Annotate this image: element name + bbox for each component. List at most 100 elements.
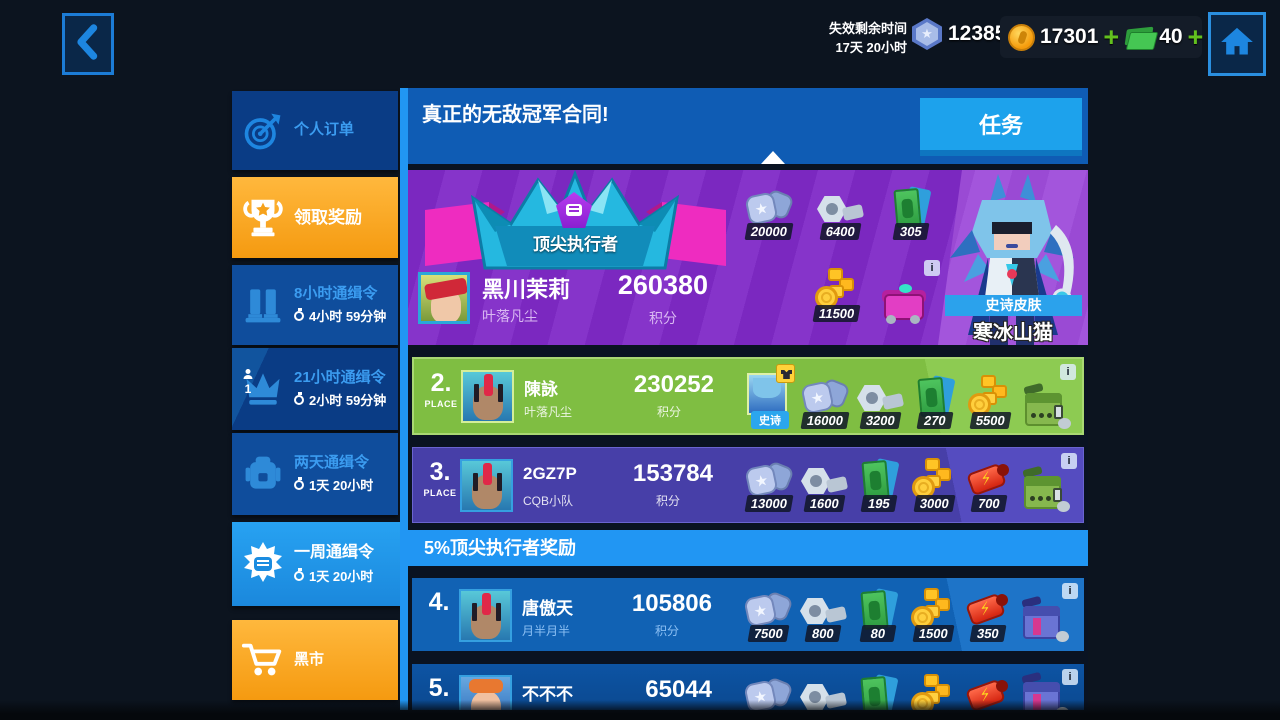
player-score: 65044 [645,676,712,703]
target-icon [232,107,294,155]
clock-icon [294,307,304,321]
sidebar-item-8h-contract[interactable]: 8小时通缉令 4小时 59分钟 [232,265,398,345]
reward-cash: 80 [852,586,904,642]
nut-icon [798,586,848,632]
gem-currency: ★ 12385 [912,18,1006,50]
avatar [418,272,470,324]
sidebar-timer: 1天 20小时 [309,478,374,494]
reward-amount: 16000 [800,412,850,429]
sidebar-item-personal-orders[interactable]: 个人订单 [232,91,398,170]
nut-icon [799,456,849,502]
reward-amount: 5500 [969,412,1011,429]
leaderboard-row-4: 4. 唐傲天 月半月半 105806 积分 7500 800 80 [412,578,1084,651]
player-score: 153784 [632,460,713,487]
reward-amount: 13000 [744,495,794,512]
battery-icon [963,672,1013,710]
reward-nut: 3200 [854,373,906,429]
avatar [460,459,513,512]
pointer-triangle [761,151,785,164]
back-button[interactable] [62,13,114,75]
reward-amount: 3200 [859,412,901,429]
battery-icon [964,456,1014,502]
reward-cash: 195 [853,456,905,512]
player-clan: CQB小队 [523,494,574,508]
reward-amount: 195 [860,495,898,512]
reward-crate [1019,382,1071,429]
reward-coin: 11500 [808,266,866,322]
sidebar-label: 两天通缉令 [294,453,370,471]
reward-amount: 305 [892,223,930,240]
sidebar-item-claim-rewards[interactable]: 领取奖励 [232,177,398,258]
reward-amount: 20000 [744,223,794,240]
queue-count: 1 [244,382,252,397]
player-name: 不不不 [522,685,573,704]
reward-battery [962,672,1014,710]
rank-number: 2. PLACE [424,369,458,409]
sidebar-item-black-market[interactable]: 黑市 [232,620,398,700]
cash-count: 40 [1159,25,1183,48]
reward-amount: 6400 [819,223,861,240]
home-button[interactable] [1208,12,1266,76]
reward-medal: 13000 [743,456,795,512]
info-icon[interactable]: i [1062,669,1078,685]
info-icon[interactable]: i [924,260,940,276]
reward-amount: 3000 [913,495,955,512]
panel-edge-strip [400,88,408,710]
reward-coin: 5500 [964,373,1016,429]
crown-icon [232,366,294,412]
rank-number: 4. [428,588,450,616]
player-name: 陳詠 [524,380,558,399]
reward-nut: 1600 [798,456,850,512]
player-name: 唐傲天 [522,599,573,618]
reward-amount: 700 [970,495,1008,512]
reward-amount: 800 [804,625,842,642]
clock-icon [294,476,304,490]
player-clan: 月半月半 [522,624,571,638]
score-label: 积分 [656,405,681,419]
player-score: 260380 [617,270,708,300]
score-label: 积分 [654,624,679,638]
tasks-button[interactable]: 任务 [920,98,1082,156]
reward-nut: 6400 [811,184,869,240]
coin-icon [965,373,1015,419]
add-coins-button[interactable]: + [1103,21,1120,52]
info-icon[interactable]: i [1061,453,1077,469]
chest-icon [880,276,930,324]
reward-cash: 305 [882,184,940,240]
sidebar-item-weekly-contract-selected[interactable]: 一周通缉令 1天 20小时 [232,522,404,606]
crate-icon [1020,382,1071,429]
crate-icon [1019,465,1070,512]
contract-panel: 真正的无敌冠军合同! 任务 [408,88,1088,710]
reward-medal: 16000 [799,373,851,429]
sidebar-timer: 4小时 59分钟 [309,309,387,325]
reward-medal: 7500 [742,586,794,642]
bottom-fade [0,700,1280,720]
info-icon[interactable]: i [1060,364,1076,380]
sidebar-item-2day-contract[interactable]: 两天通缉令 1天 20小时 [232,433,398,515]
trophy-icon [232,195,294,241]
info-icon[interactable]: i [1062,583,1078,599]
reward-skin: 史诗 [744,364,796,429]
reward-chest [876,276,934,324]
player-clan: 叶落凡尘 [524,405,573,419]
add-cash-button[interactable]: + [1187,21,1204,52]
sidebar-timer: 2小时 59分钟 [309,393,387,409]
coin-icon [1008,23,1035,51]
skin-tier-band: 史诗皮肤 [945,295,1082,316]
rank-number: 5. [428,674,450,702]
reward-amount: 7500 [747,625,789,642]
currency-bar: 17301 + 40 + [1000,16,1204,58]
reward-cash: 270 [909,373,961,429]
sidebar-label: 8小时通缉令 [294,284,378,302]
nut-icon [855,373,905,419]
skin-name: 寒冰山猫 [973,322,1053,344]
reward-nut: 800 [797,586,849,642]
crate-icon [1018,595,1069,642]
queue-badge: 1 [239,368,257,396]
sidebar-item-21h-contract[interactable]: 1 21小时通缉令 2小时 59分钟 [232,348,398,430]
reward-battery: 350 [962,586,1014,642]
cash-icon [1124,26,1154,48]
leaderboard-row-2: 2.PLACE 陳詠 叶落凡尘 230252 积分 史诗 16000 3200 [412,357,1084,435]
reward-amount: 350 [969,625,1007,642]
reward-crate [1017,595,1069,642]
